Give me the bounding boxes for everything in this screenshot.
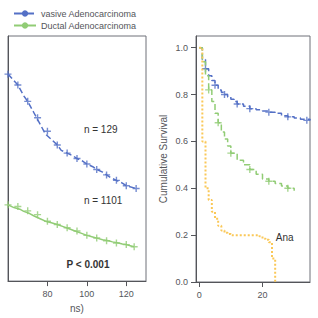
svg-text:1.0: 1.0 xyxy=(175,43,188,53)
svg-text:P < 0.001: P < 0.001 xyxy=(67,259,110,270)
svg-text:Ana: Ana xyxy=(276,232,294,243)
svg-text:20: 20 xyxy=(257,290,267,300)
svg-text:Ductal Adenocarcinoma: Ductal Adenocarcinoma xyxy=(41,21,136,31)
svg-text:80: 80 xyxy=(42,289,52,299)
svg-text:ns): ns) xyxy=(70,303,84,314)
svg-text:0.4: 0.4 xyxy=(175,183,188,193)
svg-text:0.0: 0.0 xyxy=(175,277,188,287)
svg-text:n = 129: n = 129 xyxy=(84,124,118,135)
svg-text:120: 120 xyxy=(119,289,134,299)
svg-text:0.2: 0.2 xyxy=(175,230,188,240)
svg-text:0.6: 0.6 xyxy=(175,136,188,146)
svg-text:vasive Adenocarcinoma: vasive Adenocarcinoma xyxy=(41,9,136,19)
svg-text:0.8: 0.8 xyxy=(175,90,188,100)
svg-text:100: 100 xyxy=(79,289,94,299)
svg-text:n = 1101: n = 1101 xyxy=(84,195,123,206)
svg-text:Cumulative Survival: Cumulative Survival xyxy=(158,115,169,203)
svg-text:0: 0 xyxy=(197,290,202,300)
